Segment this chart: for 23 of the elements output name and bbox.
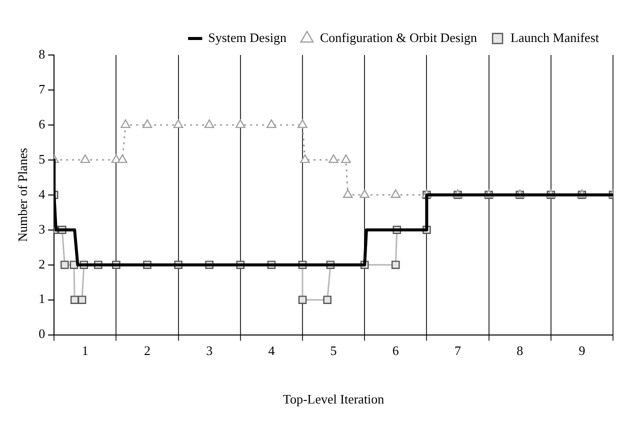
y-tick-label: 7	[38, 81, 46, 96]
x-tick-label: 8	[516, 343, 524, 358]
x-tick-label: 1	[82, 343, 88, 358]
y-tick-label: 5	[38, 151, 46, 166]
legend-label: Launch Manifest	[510, 30, 600, 45]
x-tick-label: 3	[206, 343, 213, 358]
y-tick-label: 0	[38, 326, 46, 342]
x-tick-label: 7	[454, 343, 462, 358]
legend-label: System Design	[208, 30, 287, 45]
x-tick-label: 6	[392, 343, 400, 358]
x-tick-label: 5	[330, 343, 337, 358]
y-tick-label: 8	[38, 46, 46, 62]
x-tick-label: 4	[268, 343, 276, 358]
y-tick-label: 3	[38, 221, 46, 236]
x-axis-title: Top-Level Iteration	[282, 392, 385, 407]
y-tick-label: 1	[38, 291, 46, 306]
y-tick-label: 2	[38, 256, 46, 272]
x-tick-label: 9	[578, 343, 586, 358]
x-tick-label: 2	[144, 343, 150, 358]
y-axis-title: Number of Planes	[15, 148, 30, 242]
y-tick-label: 4	[38, 186, 46, 202]
y-tick-label: 6	[38, 116, 46, 132]
legend-label: Configuration & Orbit Design	[320, 30, 478, 45]
